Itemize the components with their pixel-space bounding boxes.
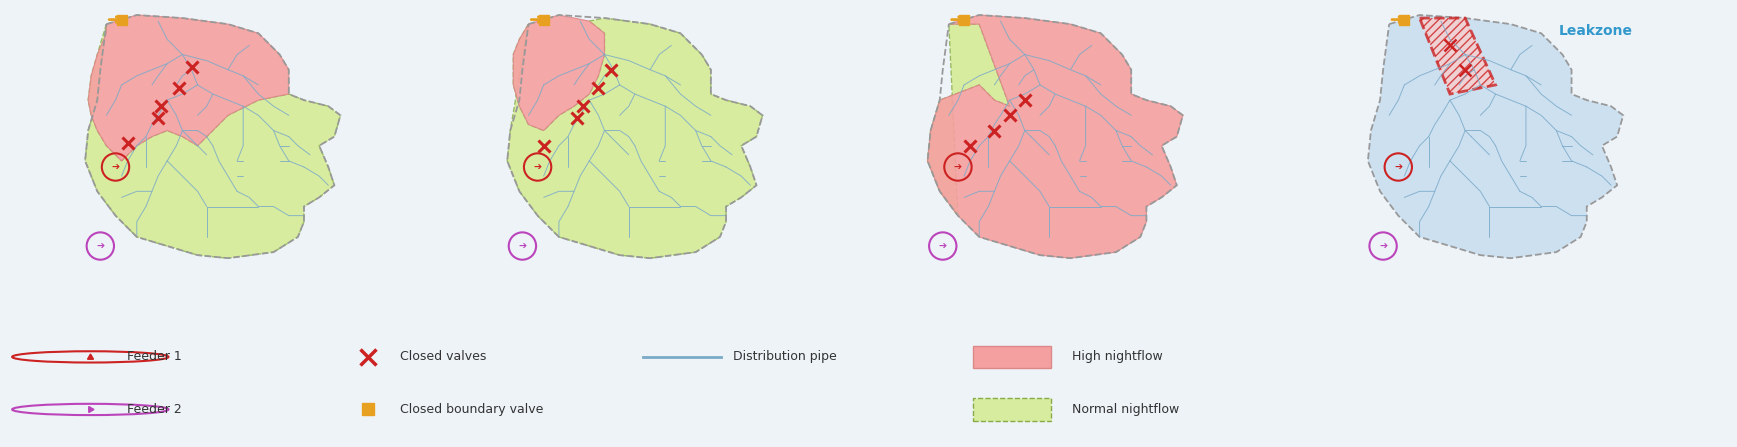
Text: ➔: ➔: [1395, 162, 1402, 172]
Polygon shape: [928, 15, 1183, 258]
Text: Closed boundary valve: Closed boundary valve: [400, 403, 544, 416]
Polygon shape: [1419, 18, 1496, 94]
Text: ➔: ➔: [1379, 241, 1388, 251]
Text: Normal nightflow: Normal nightflow: [1072, 403, 1179, 416]
Text: Closed valves: Closed valves: [400, 350, 486, 363]
Polygon shape: [514, 15, 604, 131]
Polygon shape: [1369, 15, 1622, 258]
Polygon shape: [85, 24, 340, 258]
Text: ➔: ➔: [938, 241, 947, 251]
Polygon shape: [89, 15, 288, 161]
FancyBboxPatch shape: [973, 346, 1051, 368]
Text: ➔: ➔: [533, 162, 542, 172]
Text: Feeder 1: Feeder 1: [127, 350, 182, 363]
Text: High nightflow: High nightflow: [1072, 350, 1162, 363]
Text: ➔: ➔: [96, 241, 104, 251]
Polygon shape: [507, 18, 763, 258]
Text: Feeder 2: Feeder 2: [127, 403, 182, 416]
Text: ➔: ➔: [954, 162, 962, 172]
Polygon shape: [928, 24, 1009, 215]
Text: Leakzone: Leakzone: [1558, 24, 1633, 38]
Text: Distribution pipe: Distribution pipe: [733, 350, 837, 363]
Text: ➔: ➔: [518, 241, 526, 251]
Text: ➔: ➔: [111, 162, 120, 172]
FancyBboxPatch shape: [973, 398, 1051, 421]
